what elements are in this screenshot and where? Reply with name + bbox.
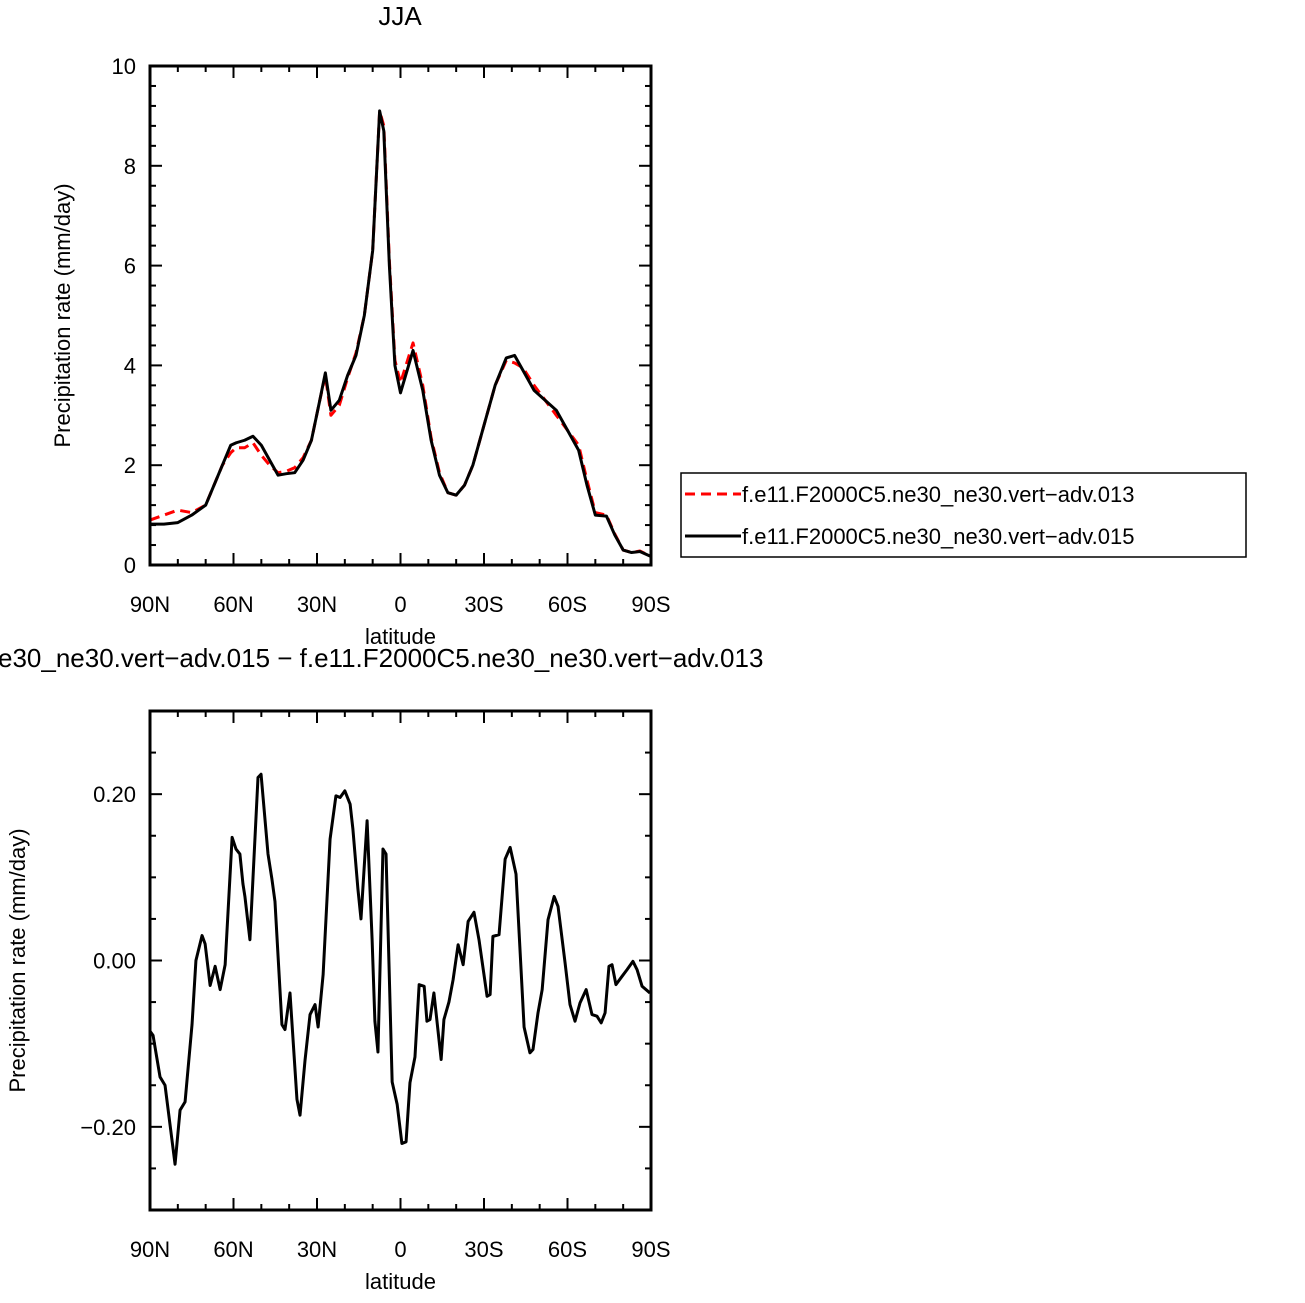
y-tick-label: 6 (124, 254, 136, 279)
x-tick-label: 90S (631, 1237, 670, 1262)
x-tick-label: 0 (394, 1237, 406, 1262)
legend-box (680, 472, 1247, 558)
x-tick-label: 90S (631, 592, 670, 617)
y-tick-label: 4 (124, 353, 136, 378)
x-axis-label: latitude (365, 1269, 436, 1294)
y-tick-label: 0 (124, 553, 136, 578)
x-tick-label: 90N (130, 1237, 170, 1262)
y-tick-label: 0.00 (93, 949, 136, 974)
y-axis-label: Precipitation rate (mm/day) (50, 183, 75, 447)
y-tick-label: 10 (112, 54, 136, 79)
y-axis-label: Precipitation rate (mm/day) (5, 828, 30, 1092)
plot-frame (148, 64, 653, 567)
chart-title: JJA (378, 1, 422, 31)
x-tick-label: 0 (394, 592, 406, 617)
x-tick-label: 60N (213, 1237, 253, 1262)
data-line (149, 109, 652, 558)
x-tick-label: 60N (213, 592, 253, 617)
y-tick-label: 2 (124, 453, 136, 478)
x-tick-label: 60S (548, 1237, 587, 1262)
y-tick-label: 0.20 (93, 782, 136, 807)
x-tick-label: 30S (464, 1237, 503, 1262)
x-tick-label: 30S (464, 592, 503, 617)
data-line (150, 109, 652, 558)
y-tick-label: −0.20 (80, 1115, 136, 1140)
data-line (148, 772, 651, 1166)
x-axis-label: latitude (365, 624, 436, 649)
x-tick-label: 90N (130, 592, 170, 617)
x-tick-label: 60S (548, 592, 587, 617)
x-tick-label: 30N (297, 592, 337, 617)
x-tick-label: 30N (297, 1237, 337, 1262)
legend-label: f.e11.F2000C5.ne30_ne30.vert−adv.015 (742, 524, 1134, 549)
legend-label: f.e11.F2000C5.ne30_ne30.vert−adv.013 (742, 482, 1134, 507)
chart-title: e30_ne30.vert−adv.015 − f.e11.F2000C5.ne… (0, 643, 763, 673)
y-tick-label: 8 (124, 154, 136, 179)
plot-frame (148, 709, 653, 1212)
